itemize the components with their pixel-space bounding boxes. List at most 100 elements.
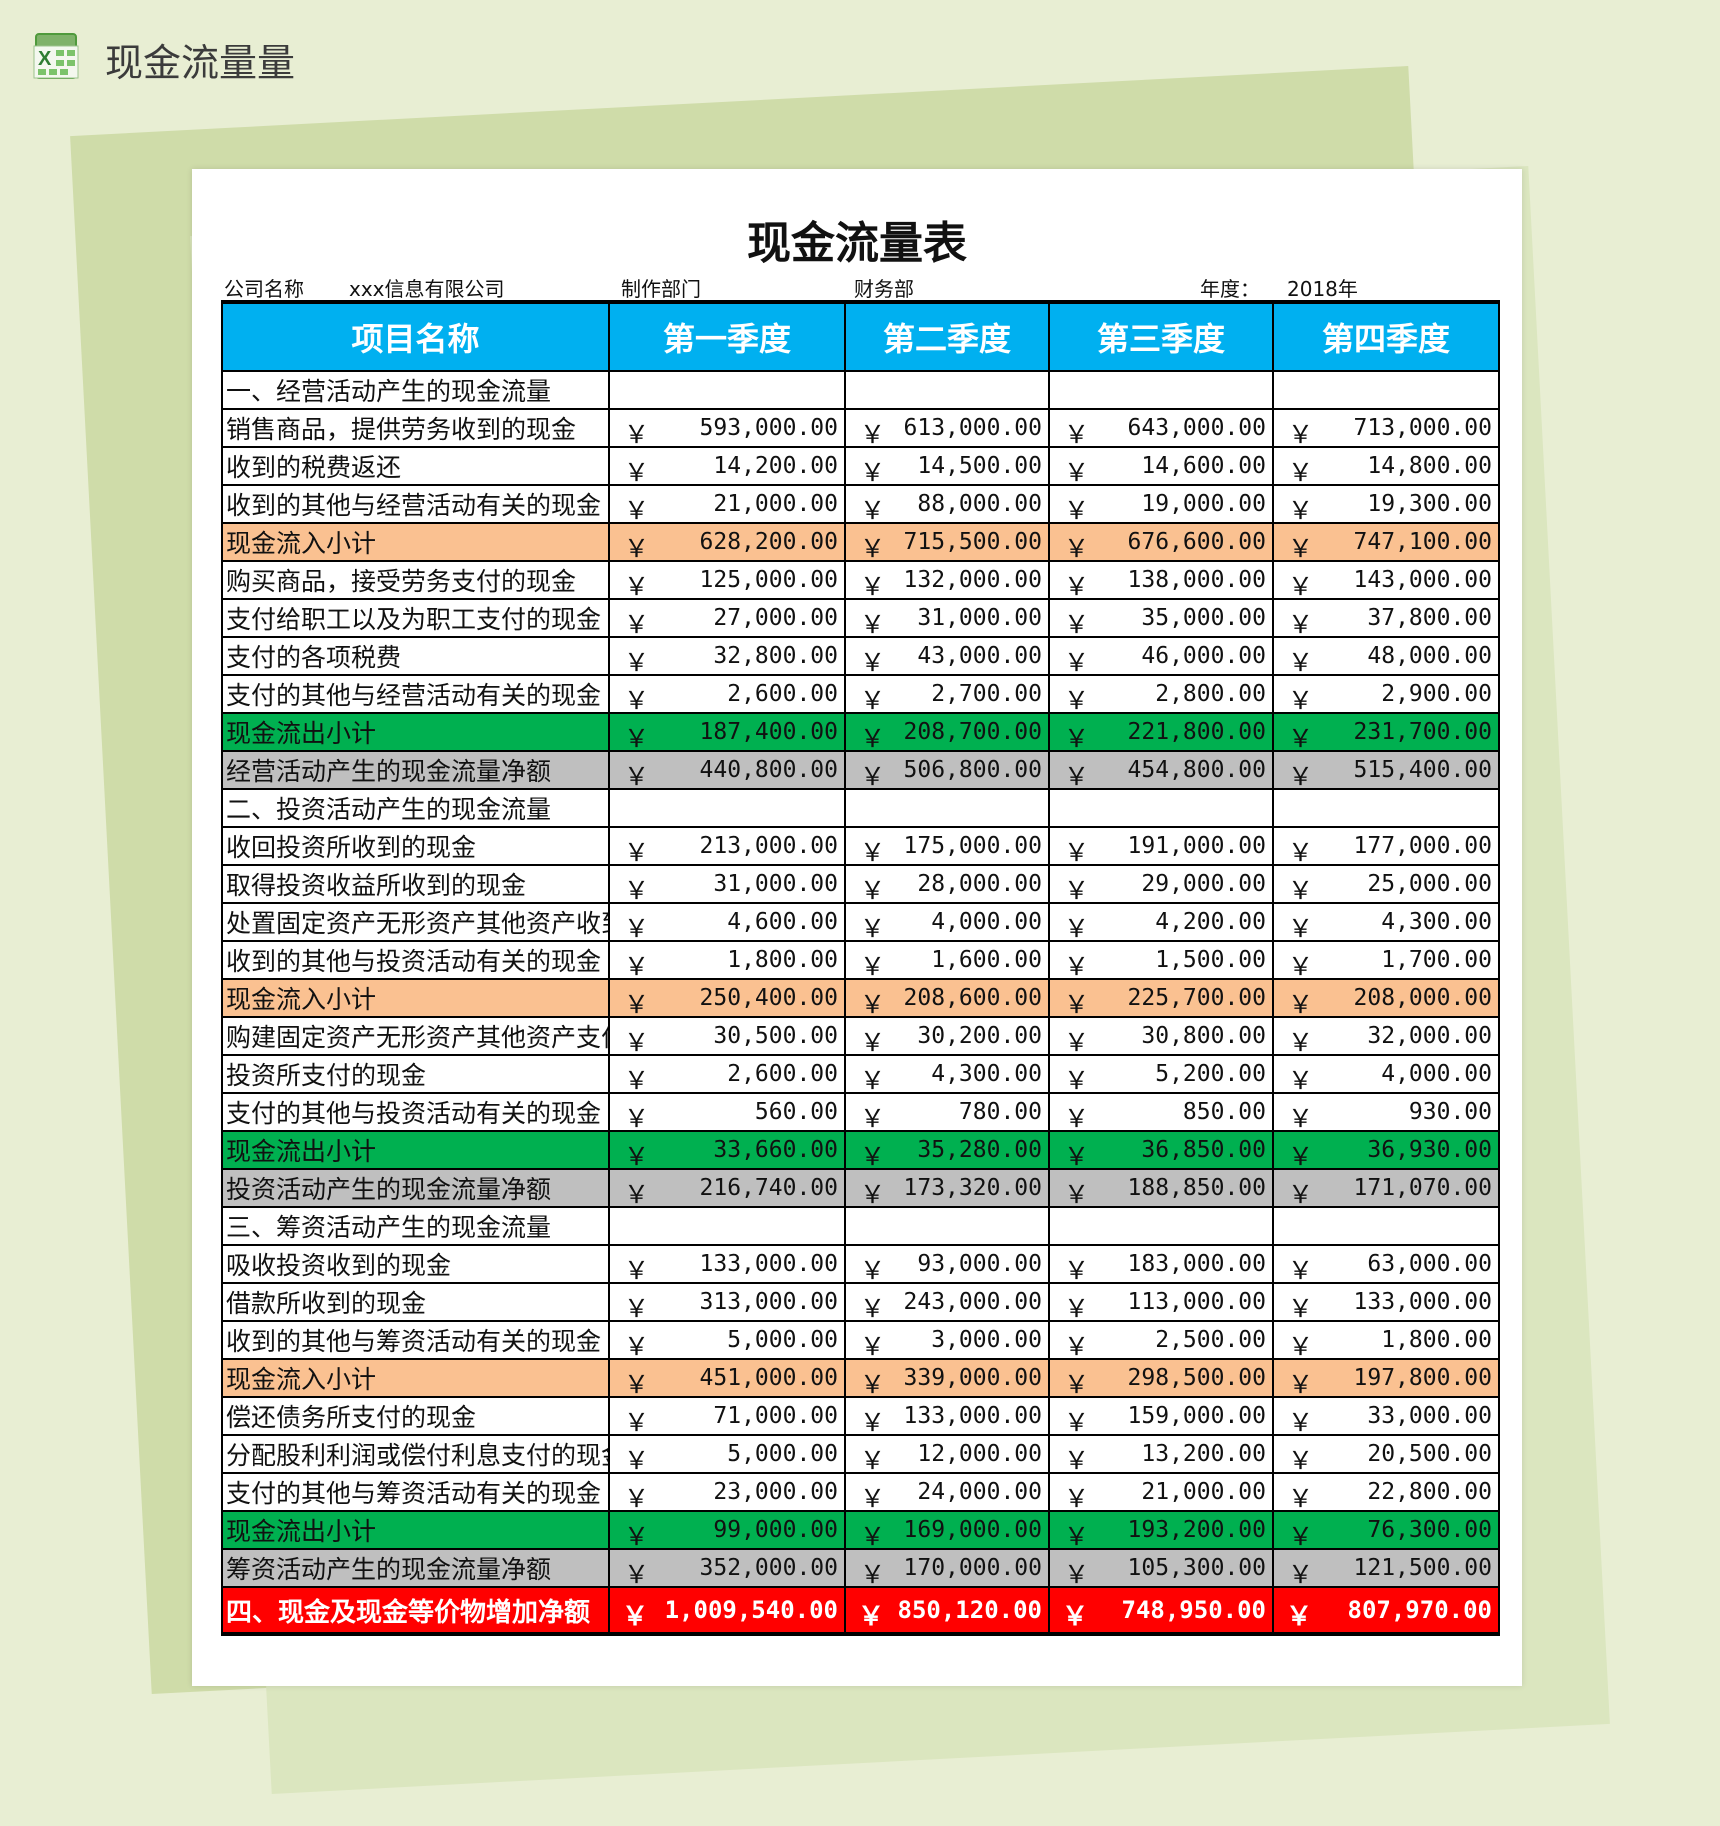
value-cell-q4[interactable]: ￥ 171,070.00	[1272, 1168, 1500, 1208]
value-cell-q3[interactable]: ￥ 1,500.00	[1048, 940, 1274, 980]
row-name-cell[interactable]: 现金流出小计	[221, 1510, 610, 1550]
value-cell-q1[interactable]: ￥ 71,000.00	[608, 1396, 846, 1436]
value-cell-q1[interactable]: ￥ 187,400.00	[608, 712, 846, 752]
value-cell-q4[interactable]: ￥ 33,000.00	[1272, 1396, 1500, 1436]
value-cell-q1[interactable]: ￥ 451,000.00	[608, 1358, 846, 1398]
value-cell-q2[interactable]: ￥ 88,000.00	[844, 484, 1050, 524]
value-cell-q2[interactable]: ￥ 24,000.00	[844, 1472, 1050, 1512]
value-cell-q4[interactable]: ￥ 121,500.00	[1272, 1548, 1500, 1588]
value-cell-q2[interactable]	[844, 370, 1050, 410]
row-name-cell[interactable]: 处置固定资产无形资产其他资产收到的	[221, 902, 610, 942]
value-cell-q3[interactable]: ￥ 4,200.00	[1048, 902, 1274, 942]
row-name-cell[interactable]: 支付的其他与投资活动有关的现金	[221, 1092, 610, 1132]
value-cell-q4[interactable]: ￥ 76,300.00	[1272, 1510, 1500, 1550]
value-cell-q1[interactable]: ￥ 30,500.00	[608, 1016, 846, 1056]
value-cell-q3[interactable]: ￥ 113,000.00	[1048, 1282, 1274, 1322]
value-cell-q3[interactable]: ￥ 14,600.00	[1048, 446, 1274, 486]
value-cell-q2[interactable]: ￥ 173,320.00	[844, 1168, 1050, 1208]
row-name-cell[interactable]: 吸收投资收到的现金	[221, 1244, 610, 1284]
value-cell-q2[interactable]: ￥ 28,000.00	[844, 864, 1050, 904]
value-cell-q2[interactable]: ￥ 30,200.00	[844, 1016, 1050, 1056]
row-name-cell[interactable]: 三、筹资活动产生的现金流量	[221, 1206, 610, 1246]
value-cell-q4[interactable]	[1272, 788, 1500, 828]
value-cell-q2[interactable]: ￥ 208,700.00	[844, 712, 1050, 752]
value-cell-q1[interactable]: ￥ 32,800.00	[608, 636, 846, 676]
row-name-cell[interactable]: 经营活动产生的现金流量净额	[221, 750, 610, 790]
value-cell-q3[interactable]: ￥ 30,800.00	[1048, 1016, 1274, 1056]
value-cell-q3[interactable]: ￥ 2,800.00	[1048, 674, 1274, 714]
value-cell-q4[interactable]: ￥ 1,800.00	[1272, 1320, 1500, 1360]
value-cell-q3[interactable]: ￥ 138,000.00	[1048, 560, 1274, 600]
row-name-cell[interactable]: 收到的其他与投资活动有关的现金	[221, 940, 610, 980]
value-cell-q3[interactable]: ￥ 159,000.00	[1048, 1396, 1274, 1436]
value-cell-q4[interactable]: ￥ 14,800.00	[1272, 446, 1500, 486]
value-cell-q1[interactable]: ￥ 2,600.00	[608, 674, 846, 714]
value-cell-q1[interactable]: ￥ 250,400.00	[608, 978, 846, 1018]
value-cell-q4[interactable]: ￥ 22,800.00	[1272, 1472, 1500, 1512]
value-cell-q2[interactable]: ￥ 4,000.00	[844, 902, 1050, 942]
value-cell-q3[interactable]	[1048, 1206, 1274, 1246]
row-name-cell[interactable]: 现金流入小计	[221, 522, 610, 562]
value-cell-q3[interactable]: ￥ 2,500.00	[1048, 1320, 1274, 1360]
row-name-cell[interactable]: 一、经营活动产生的现金流量	[221, 370, 610, 410]
value-cell-q1[interactable]: ￥ 14,200.00	[608, 446, 846, 486]
value-cell-q4[interactable]: ￥ 747,100.00	[1272, 522, 1500, 562]
value-cell-q4[interactable]: ￥ 19,300.00	[1272, 484, 1500, 524]
row-name-cell[interactable]: 销售商品，提供劳务收到的现金	[221, 408, 610, 448]
row-name-cell[interactable]: 借款所收到的现金	[221, 1282, 610, 1322]
value-cell-q2[interactable]: ￥ 715,500.00	[844, 522, 1050, 562]
value-cell-q2[interactable]: ￥ 1,600.00	[844, 940, 1050, 980]
value-cell-q4[interactable]: ￥ 25,000.00	[1272, 864, 1500, 904]
value-cell-q4[interactable]: ￥ 4,000.00	[1272, 1054, 1500, 1094]
value-cell-q3[interactable]: ￥ 643,000.00	[1048, 408, 1274, 448]
value-cell-q1[interactable]: ￥ 352,000.00	[608, 1548, 846, 1588]
value-cell-q3[interactable]: ￥ 105,300.00	[1048, 1548, 1274, 1588]
value-cell-q3[interactable]: ￥ 225,700.00	[1048, 978, 1274, 1018]
value-cell-q1[interactable]	[608, 370, 846, 410]
header-q3[interactable]: 第三季度	[1048, 300, 1274, 372]
value-cell-q4[interactable]: ￥ 32,000.00	[1272, 1016, 1500, 1056]
value-cell-q3[interactable]: ￥ 19,000.00	[1048, 484, 1274, 524]
value-cell-q4[interactable]: ￥ 133,000.00	[1272, 1282, 1500, 1322]
value-cell-q4[interactable]: ￥ 36,930.00	[1272, 1130, 1500, 1170]
value-cell-q2[interactable]: ￥ 175,000.00	[844, 826, 1050, 866]
value-cell-q2[interactable]: ￥ 613,000.00	[844, 408, 1050, 448]
value-cell-q1[interactable]: ￥ 1,009,540.00	[608, 1586, 846, 1636]
value-cell-q4[interactable]: ￥ 2,900.00	[1272, 674, 1500, 714]
value-cell-q4[interactable]: ￥ 63,000.00	[1272, 1244, 1500, 1284]
value-cell-q3[interactable]: ￥ 748,950.00	[1048, 1586, 1274, 1636]
value-cell-q3[interactable]: ￥ 191,000.00	[1048, 826, 1274, 866]
value-cell-q1[interactable]: ￥ 628,200.00	[608, 522, 846, 562]
value-cell-q3[interactable]: ￥ 36,850.00	[1048, 1130, 1274, 1170]
value-cell-q4[interactable]: ￥ 37,800.00	[1272, 598, 1500, 638]
value-cell-q4[interactable]	[1272, 370, 1500, 410]
row-name-cell[interactable]: 支付的各项税费	[221, 636, 610, 676]
value-cell-q1[interactable]	[608, 788, 846, 828]
value-cell-q2[interactable]: ￥ 14,500.00	[844, 446, 1050, 486]
value-cell-q1[interactable]: ￥ 31,000.00	[608, 864, 846, 904]
value-cell-q4[interactable]: ￥ 713,000.00	[1272, 408, 1500, 448]
value-cell-q1[interactable]: ￥ 5,000.00	[608, 1320, 846, 1360]
value-cell-q4[interactable]: ￥ 143,000.00	[1272, 560, 1500, 600]
value-cell-q3[interactable]: ￥ 188,850.00	[1048, 1168, 1274, 1208]
row-name-cell[interactable]: 收到的其他与经营活动有关的现金	[221, 484, 610, 524]
value-cell-q1[interactable]: ￥ 21,000.00	[608, 484, 846, 524]
header-q4[interactable]: 第四季度	[1272, 300, 1500, 372]
value-cell-q1[interactable]: ￥ 440,800.00	[608, 750, 846, 790]
value-cell-q4[interactable]: ￥ 231,700.00	[1272, 712, 1500, 752]
value-cell-q2[interactable]: ￥ 2,700.00	[844, 674, 1050, 714]
row-name-cell[interactable]: 支付给职工以及为职工支付的现金	[221, 598, 610, 638]
value-cell-q4[interactable]: ￥ 4,300.00	[1272, 902, 1500, 942]
value-cell-q1[interactable]	[608, 1206, 846, 1246]
value-cell-q1[interactable]: ￥ 213,000.00	[608, 826, 846, 866]
header-item-name[interactable]: 项目名称	[221, 300, 610, 372]
value-cell-q2[interactable]: ￥ 4,300.00	[844, 1054, 1050, 1094]
value-cell-q1[interactable]: ￥ 216,740.00	[608, 1168, 846, 1208]
value-cell-q1[interactable]: ￥ 5,000.00	[608, 1434, 846, 1474]
value-cell-q1[interactable]: ￥ 2,600.00	[608, 1054, 846, 1094]
value-cell-q4[interactable]: ￥ 208,000.00	[1272, 978, 1500, 1018]
value-cell-q3[interactable]: ￥ 46,000.00	[1048, 636, 1274, 676]
value-cell-q4[interactable]	[1272, 1206, 1500, 1246]
value-cell-q1[interactable]: ￥ 4,600.00	[608, 902, 846, 942]
value-cell-q2[interactable]: ￥ 208,600.00	[844, 978, 1050, 1018]
